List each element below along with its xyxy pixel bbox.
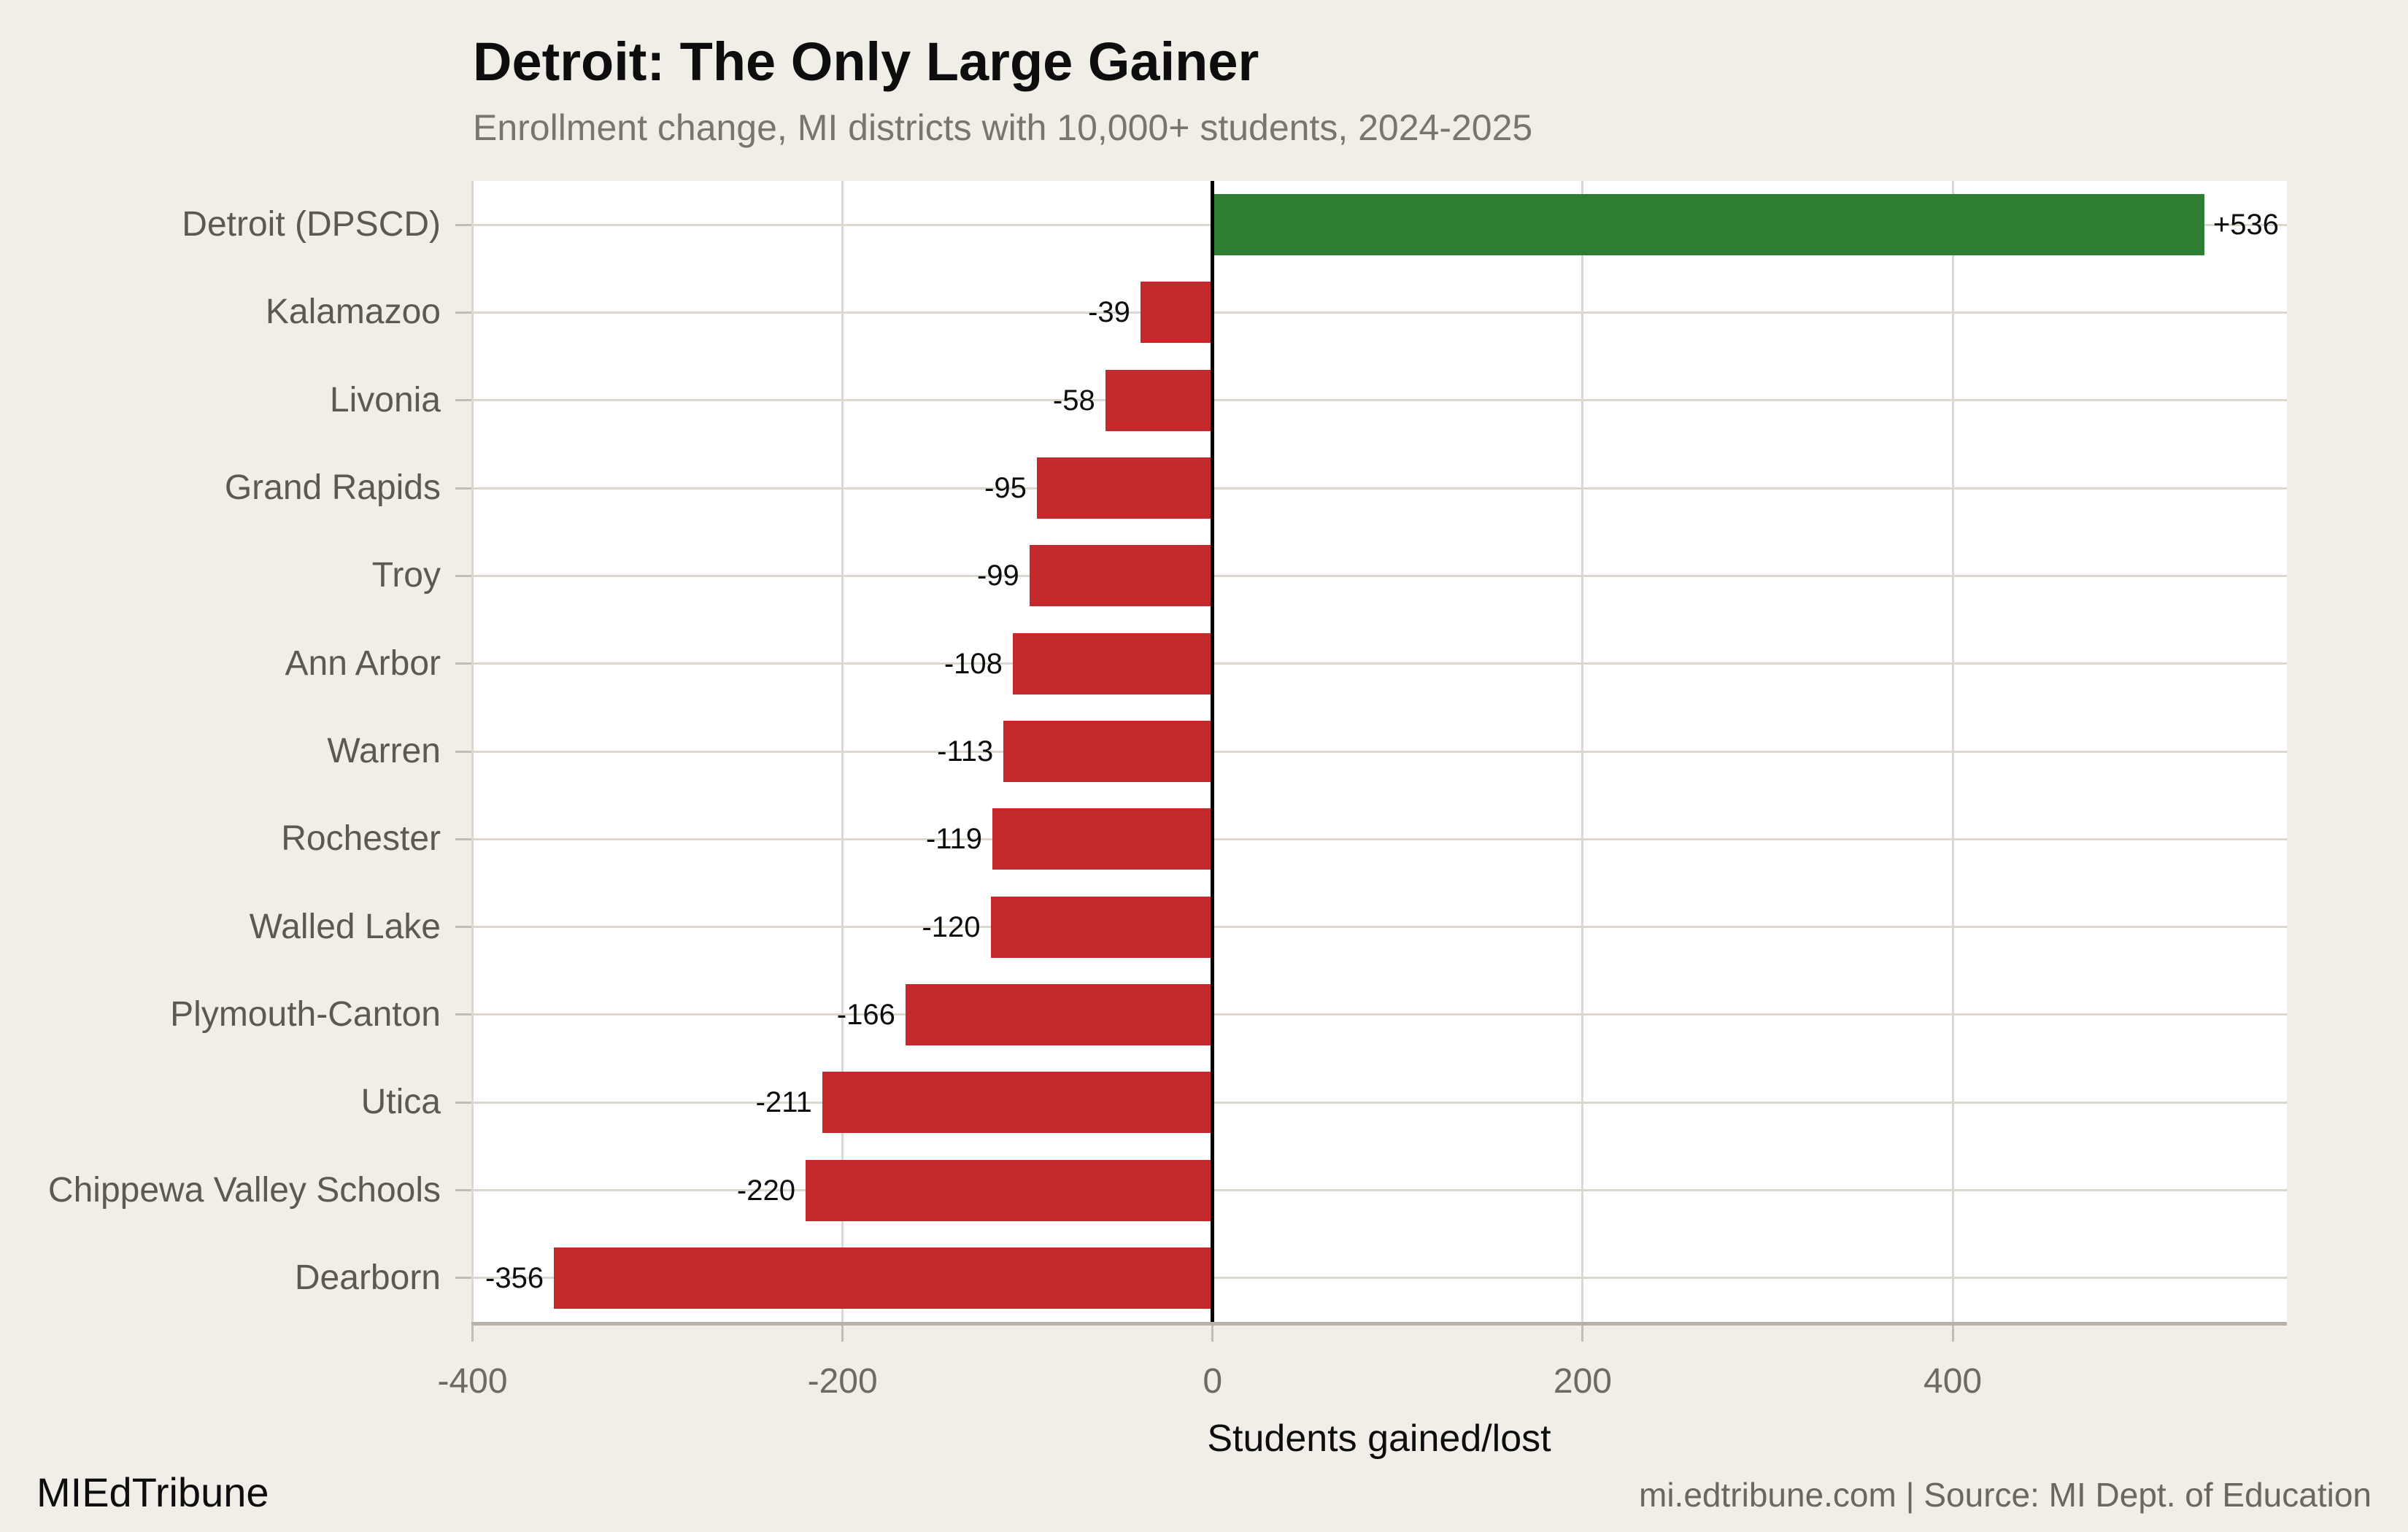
bar-value-label: -211 <box>755 1086 812 1119</box>
bar-value-label: -99 <box>976 560 1019 592</box>
y-axis-tick <box>455 750 471 753</box>
y-axis-category-label: Ann Arbor <box>285 643 441 683</box>
x-axis-tick <box>1581 1326 1584 1342</box>
y-axis-category-label: Walled Lake <box>249 907 441 946</box>
y-axis-tick <box>455 1101 471 1104</box>
x-axis-tick-label: 200 <box>1553 1362 1612 1401</box>
v-gridline <box>841 181 844 1322</box>
y-axis-tick <box>455 1013 471 1016</box>
h-gridline <box>471 574 2287 577</box>
y-axis-category-label: Dearborn <box>294 1258 441 1297</box>
v-gridline <box>1951 181 1954 1322</box>
y-axis-tick <box>455 574 471 577</box>
bar-warren <box>1003 721 1213 782</box>
bar-kalamazoo <box>1140 282 1213 344</box>
bar-value-label: -120 <box>922 910 981 943</box>
bar-utica <box>822 1072 1213 1134</box>
h-gridline <box>471 1189 2287 1192</box>
h-gridline <box>471 487 2287 490</box>
bar-detroit-dpscd <box>1212 194 2204 256</box>
bar-dearborn <box>554 1247 1213 1309</box>
y-axis-tick <box>455 487 471 490</box>
bar-livonia <box>1105 369 1213 431</box>
y-axis-category-label: Plymouth-Canton <box>170 994 441 1034</box>
y-axis-category-label: Livonia <box>329 380 441 419</box>
x-axis-tick-label: 400 <box>1923 1362 1983 1401</box>
v-gridline <box>471 181 474 1322</box>
bar-value-label: -119 <box>925 823 983 856</box>
bar-walled-lake <box>990 896 1213 958</box>
y-axis-category-label: Troy <box>371 556 441 595</box>
y-axis-tick <box>455 662 471 665</box>
h-gridline <box>471 837 2287 840</box>
source-credit: mi.edtribune.com | Source: MI Dept. of E… <box>1639 1476 2372 1514</box>
x-axis-tick-label: -400 <box>437 1362 508 1401</box>
bar-grand-rapids <box>1036 457 1213 519</box>
bar-ann-arbor <box>1012 632 1213 695</box>
bar-rochester <box>992 808 1213 870</box>
bar-value-label: -108 <box>943 647 1003 680</box>
bar-value-label: -95 <box>984 472 1027 505</box>
x-axis-tick <box>841 1326 844 1342</box>
bar-value-label: -356 <box>485 1261 544 1294</box>
chart-title: Detroit: The Only Large Gainer <box>473 31 1259 92</box>
y-axis-category-label: Rochester <box>281 819 441 859</box>
y-axis-category-label: Utica <box>360 1083 441 1122</box>
y-axis-tick <box>455 1189 471 1192</box>
h-gridline <box>471 662 2287 665</box>
bar-value-label: -166 <box>836 998 895 1031</box>
h-gridline <box>471 1013 2287 1016</box>
x-axis-tick <box>471 1326 474 1342</box>
x-axis-label: Students gained/lost <box>1207 1417 1551 1460</box>
y-axis-tick <box>455 837 471 840</box>
bar-troy <box>1029 545 1213 607</box>
bar-value-label: -220 <box>736 1174 795 1207</box>
h-gridline <box>471 399 2287 402</box>
x-axis-tick-label: -200 <box>807 1362 878 1401</box>
y-axis-category-label: Kalamazoo <box>265 293 441 332</box>
h-gridline <box>471 750 2287 753</box>
y-axis-category-label: Warren <box>327 732 441 770</box>
x-axis-tick-label: 0 <box>1203 1362 1223 1401</box>
x-axis-tick <box>1951 1326 1954 1342</box>
bar-value-label: -58 <box>1052 384 1095 417</box>
y-axis-tick <box>455 926 471 929</box>
bar-plymouth-canton <box>905 983 1213 1045</box>
bar-chippewa-valley-schools <box>805 1159 1213 1221</box>
y-axis-tick <box>455 223 471 226</box>
h-gridline <box>471 1277 2287 1280</box>
y-axis-tick <box>455 399 471 402</box>
h-gridline <box>471 926 2287 929</box>
y-axis-tick <box>455 1277 471 1280</box>
v-gridline <box>1581 181 1584 1322</box>
y-axis-category-label: Chippewa Valley Schools <box>47 1170 441 1210</box>
bar-value-label: -39 <box>1088 296 1130 329</box>
h-gridline <box>471 311 2287 314</box>
bar-value-label: -113 <box>937 735 994 767</box>
bar-value-label: +536 <box>2212 209 2280 241</box>
x-axis-tick <box>1211 1326 1214 1342</box>
brand-wordmark: MIEdTribune <box>36 1469 269 1515</box>
x-axis-line <box>471 1322 2287 1326</box>
y-axis-category-label: Grand Rapids <box>224 468 441 508</box>
y-axis-tick <box>455 311 471 314</box>
zero-baseline <box>1211 181 1215 1322</box>
chart-subtitle: Enrollment change, MI districts with 10,… <box>473 107 1533 148</box>
h-gridline <box>471 1101 2287 1104</box>
y-axis-category-label: Detroit (DPSCD) <box>182 205 441 244</box>
